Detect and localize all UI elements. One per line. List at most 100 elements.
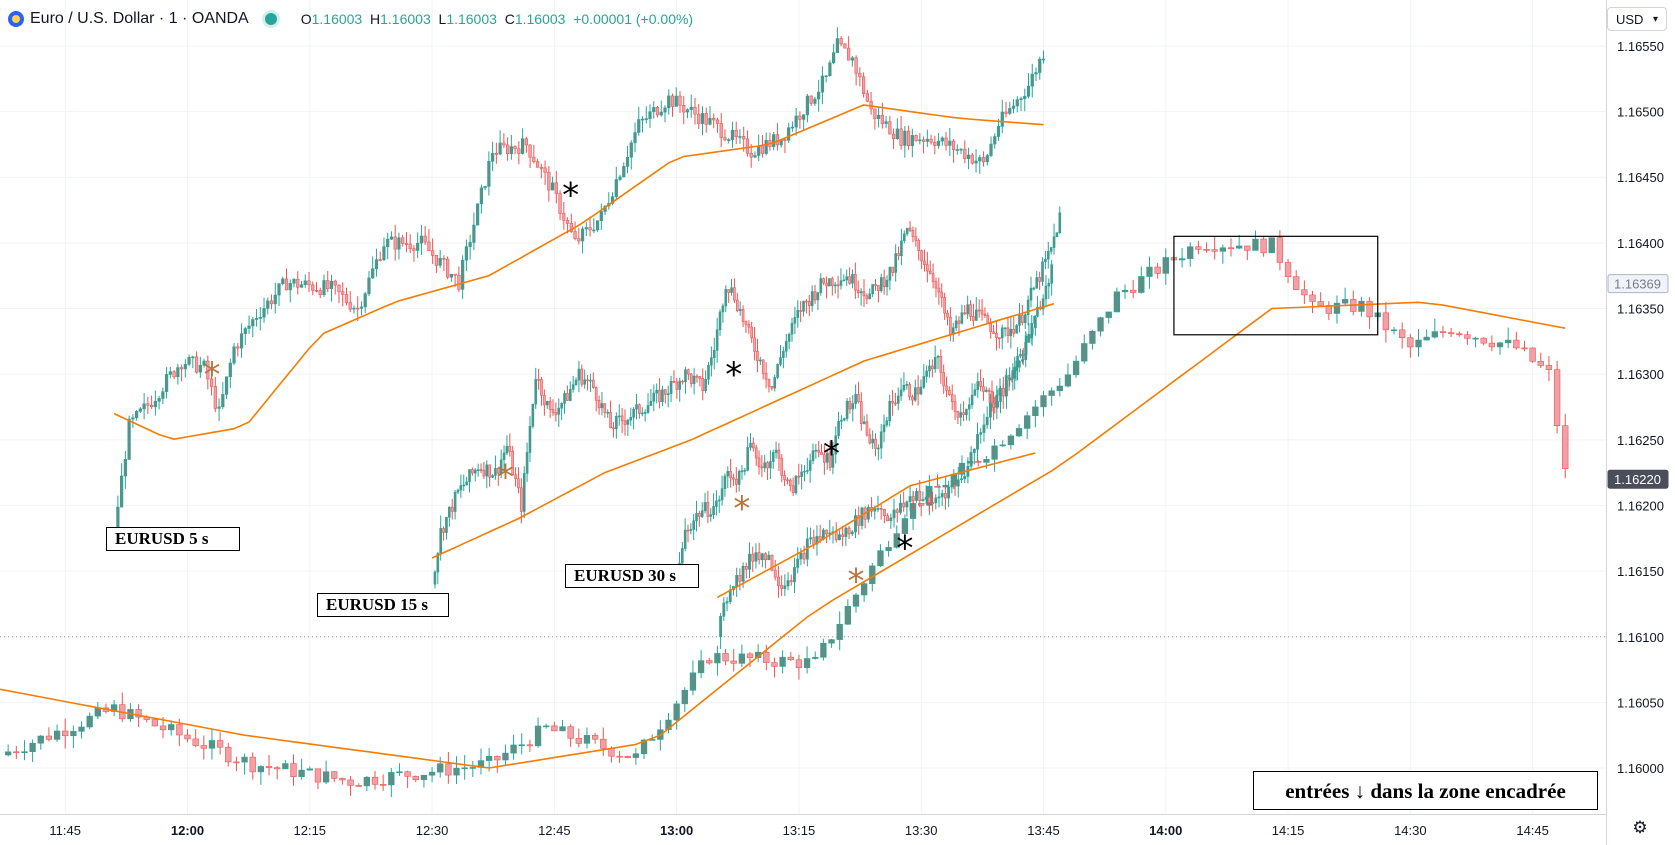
candle bbox=[609, 400, 612, 429]
candle bbox=[356, 296, 360, 321]
candle bbox=[737, 469, 741, 492]
candle-body bbox=[1293, 276, 1300, 291]
candle bbox=[828, 60, 832, 77]
candle-body bbox=[476, 203, 480, 226]
candle bbox=[936, 354, 940, 370]
candle-body bbox=[1044, 258, 1047, 263]
candle-body bbox=[632, 753, 640, 758]
candle-body bbox=[1178, 258, 1186, 261]
price-axis[interactable]: 1.165501.165001.164501.164001.163501.163… bbox=[1607, 39, 1669, 776]
time-axis[interactable]: 11:45 12:00 12:15 12:30 12:45 13:00 13:15 13:30… bbox=[49, 823, 1548, 838]
candle-body bbox=[290, 763, 297, 777]
candle-body bbox=[638, 404, 641, 414]
candle-body bbox=[746, 653, 754, 658]
candle bbox=[757, 134, 761, 162]
candle bbox=[1341, 287, 1349, 307]
candle bbox=[942, 364, 945, 394]
candle bbox=[573, 221, 577, 241]
candle-body bbox=[940, 493, 944, 498]
candle-body bbox=[187, 357, 191, 365]
candle bbox=[339, 777, 346, 785]
candle-body bbox=[595, 220, 600, 231]
candle-body bbox=[551, 409, 555, 413]
candle bbox=[389, 231, 394, 241]
candle bbox=[558, 190, 562, 221]
candle-body bbox=[908, 227, 912, 231]
candle bbox=[865, 414, 869, 437]
symbol-title[interactable]: Euro / U.S. Dollar · 1 · OANDA bbox=[30, 10, 249, 27]
candle bbox=[494, 455, 497, 480]
candle-body bbox=[314, 289, 319, 292]
candle-body bbox=[790, 126, 795, 129]
candle bbox=[903, 126, 907, 158]
candle-body bbox=[828, 62, 832, 77]
candle bbox=[992, 324, 995, 334]
candle-body bbox=[632, 408, 635, 418]
candle-body bbox=[241, 756, 248, 763]
candle bbox=[745, 130, 750, 157]
candle bbox=[510, 734, 517, 760]
candle bbox=[622, 162, 626, 178]
candle bbox=[900, 228, 903, 266]
gear-icon[interactable]: ⚙ bbox=[1632, 818, 1648, 837]
candle bbox=[776, 565, 780, 598]
low-label: L bbox=[438, 11, 447, 27]
candle-body bbox=[802, 114, 806, 120]
candle-body bbox=[921, 499, 925, 501]
candle bbox=[800, 464, 803, 490]
candle-body bbox=[738, 575, 742, 582]
candle bbox=[1011, 363, 1015, 391]
candle-body bbox=[882, 509, 886, 517]
candle-body bbox=[393, 236, 397, 250]
candle bbox=[476, 203, 480, 226]
candle bbox=[799, 301, 802, 323]
candle bbox=[805, 93, 810, 123]
candle bbox=[249, 752, 256, 780]
candle bbox=[776, 363, 779, 379]
candle bbox=[882, 414, 886, 443]
candle-body bbox=[960, 478, 963, 481]
candle-body bbox=[559, 726, 566, 732]
candle-body bbox=[764, 553, 767, 561]
candle-body bbox=[1005, 379, 1008, 397]
candle bbox=[1026, 295, 1030, 326]
candle bbox=[1293, 270, 1300, 291]
candle-body bbox=[397, 237, 401, 250]
candle-body bbox=[814, 449, 818, 452]
candle-body bbox=[1333, 302, 1341, 314]
candle bbox=[1447, 327, 1455, 338]
candle bbox=[993, 133, 997, 149]
candle bbox=[771, 449, 775, 469]
ohlc-values: O1.16003 H1.16003 L1.16003 C1.16003 +0.0… bbox=[301, 11, 693, 27]
candle-body bbox=[763, 651, 770, 663]
candle bbox=[844, 526, 848, 547]
candle-body bbox=[972, 449, 976, 453]
candle-body bbox=[888, 400, 892, 421]
candle-body bbox=[775, 134, 780, 146]
candle-body bbox=[888, 266, 892, 281]
candle bbox=[632, 747, 640, 765]
candle bbox=[734, 467, 738, 493]
candle bbox=[695, 374, 699, 383]
candle-body bbox=[217, 406, 221, 409]
candle-body bbox=[695, 375, 699, 378]
currency-button[interactable]: USD ▾ bbox=[1607, 7, 1667, 31]
candle bbox=[1023, 313, 1027, 330]
candle-body bbox=[974, 309, 978, 321]
candle-body bbox=[822, 278, 825, 284]
candle bbox=[879, 502, 883, 520]
close-label: C bbox=[504, 11, 515, 27]
candle-body bbox=[135, 709, 142, 718]
candle bbox=[617, 404, 621, 426]
candle bbox=[719, 113, 723, 148]
candle bbox=[666, 385, 670, 408]
candle-body bbox=[940, 137, 944, 142]
legend-header[interactable]: Euro / U.S. Dollar · 1 · OANDA O1.16003 … bbox=[8, 8, 693, 30]
candle bbox=[723, 473, 727, 497]
candle-body bbox=[851, 273, 854, 284]
candle bbox=[757, 450, 761, 475]
moving-averages-layer bbox=[0, 104, 1566, 769]
candle bbox=[580, 364, 584, 387]
candle-body bbox=[520, 138, 525, 154]
